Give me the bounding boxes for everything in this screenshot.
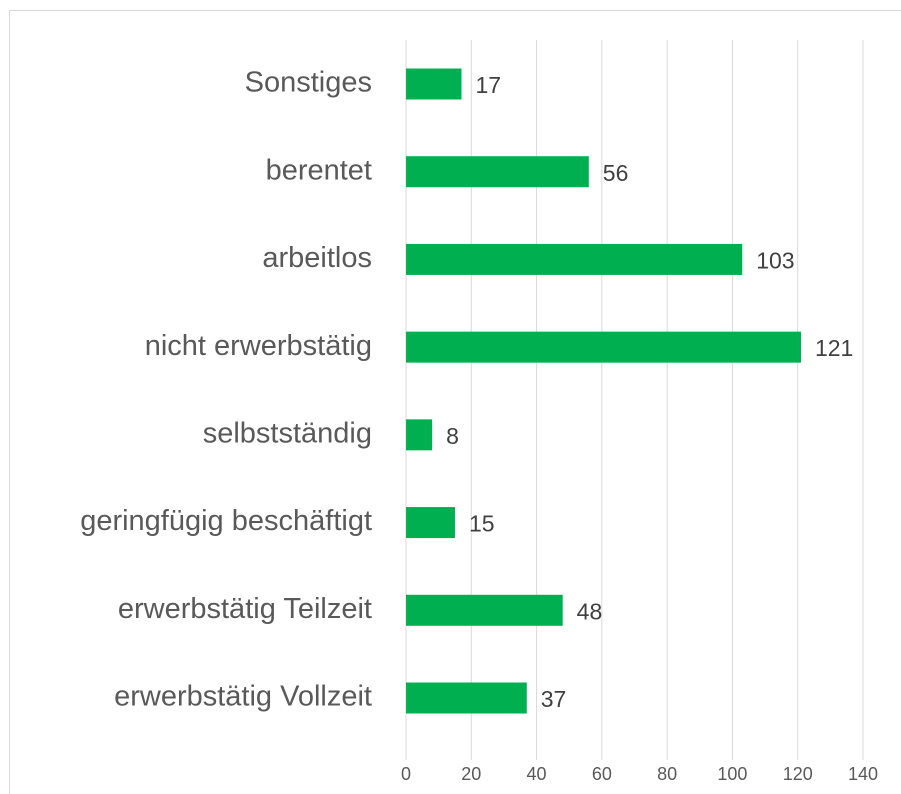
x-tick-label: 60 — [592, 764, 612, 784]
bar — [406, 68, 462, 100]
x-tick-label: 140 — [848, 764, 878, 784]
category-label: erwerbstätig Teilzeit — [118, 593, 372, 625]
bar — [406, 507, 455, 539]
x-tick-label: 120 — [783, 764, 813, 784]
category-label: erwerbstätig Vollzeit — [114, 681, 372, 713]
value-label: 121 — [815, 335, 853, 361]
category-label: geringfügig beschäftigt — [80, 505, 372, 537]
x-tick-label: 0 — [401, 764, 411, 784]
category-label: berentet — [266, 154, 372, 186]
chart-frame — [9, 10, 901, 794]
bar — [406, 682, 527, 714]
category-label: arbeitlos — [262, 242, 372, 274]
value-label: 56 — [603, 160, 629, 186]
value-label: 8 — [446, 423, 459, 449]
category-label: Sonstiges — [245, 67, 372, 99]
bar — [406, 419, 433, 451]
x-tick-label: 40 — [527, 764, 547, 784]
x-tick-label: 100 — [717, 764, 747, 784]
category-label: nicht erwerbstätig — [145, 330, 372, 362]
x-tick-label: 80 — [657, 764, 677, 784]
bar — [406, 243, 743, 275]
x-tick-label: 20 — [461, 764, 481, 784]
bar — [406, 594, 563, 626]
bar — [406, 331, 801, 363]
value-label: 37 — [541, 686, 567, 712]
value-label: 103 — [756, 248, 794, 274]
value-label: 15 — [469, 511, 495, 537]
category-label: selbstständig — [203, 418, 372, 450]
value-label: 48 — [577, 598, 603, 624]
bar — [406, 156, 589, 188]
value-label: 17 — [475, 72, 501, 98]
